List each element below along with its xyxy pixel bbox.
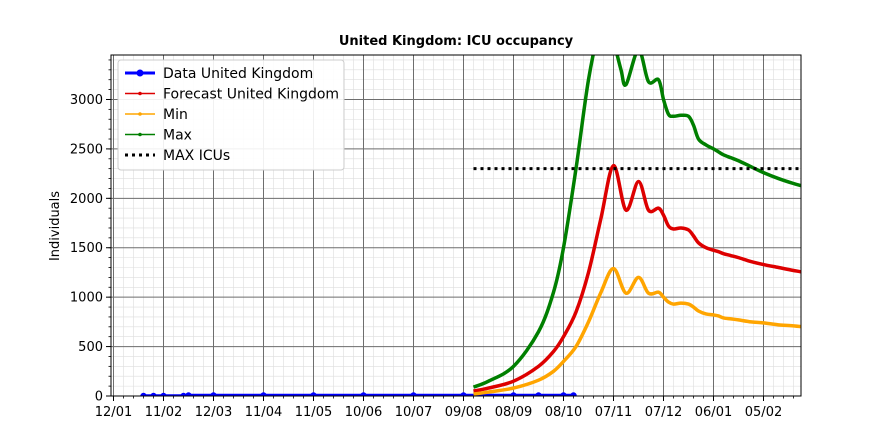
series-0-point bbox=[140, 392, 147, 396]
legend-entry-1-marker bbox=[138, 91, 142, 96]
x-tick-label: 09/08 bbox=[445, 405, 482, 420]
x-tick-label: 08/09 bbox=[495, 405, 532, 420]
y-tick-label: 1000 bbox=[70, 291, 103, 306]
x-tick-label: 11/05 bbox=[295, 405, 332, 420]
series-layer bbox=[140, 55, 801, 396]
y-axis-label: Individuals bbox=[48, 191, 63, 261]
y-tick-label: 2000 bbox=[70, 192, 103, 207]
series-1-line bbox=[473, 163, 801, 393]
series-0-point bbox=[185, 392, 192, 396]
y-tick-label: 0 bbox=[95, 390, 103, 405]
x-tick-label: 12/03 bbox=[195, 405, 232, 420]
series-0-point bbox=[310, 392, 317, 396]
x-tick-label: 05/02 bbox=[745, 405, 782, 420]
series-0-point bbox=[510, 392, 517, 396]
legend: Data United Kingdom Forecast United Kingd… bbox=[117, 59, 345, 171]
legend-entry-1-label: Forecast United Kingdom bbox=[163, 87, 339, 103]
legend-entry-4-label: MAX ICUs bbox=[163, 148, 230, 164]
series-0-point bbox=[410, 392, 417, 396]
x-tick-label: 10/06 bbox=[345, 405, 382, 420]
series-0-point bbox=[150, 392, 157, 396]
legend-entry-2-marker bbox=[138, 112, 142, 116]
x-tick-label: 11/02 bbox=[145, 405, 182, 420]
legend-entry-0-label: Data United Kingdom bbox=[163, 66, 313, 82]
series-3-line bbox=[472, 55, 801, 389]
series-0-point bbox=[560, 392, 567, 396]
plot-area-frame bbox=[110, 54, 802, 397]
y-tick-label: 500 bbox=[78, 340, 103, 355]
chart-title: United Kingdom: ICU occupancy bbox=[339, 34, 574, 49]
series-0-point bbox=[180, 392, 187, 396]
x-tick-label: 07/12 bbox=[645, 405, 682, 420]
series-0-point bbox=[360, 392, 367, 396]
legend-entry-3-marker bbox=[138, 132, 142, 137]
x-tick-label: 07/11 bbox=[595, 405, 632, 420]
y-tick-label: 1500 bbox=[70, 241, 103, 256]
y-axis: 0 500 1000 1500 2000 2500 3000 bbox=[70, 59, 111, 405]
series-2-line bbox=[473, 266, 801, 396]
legend-entry-2-label: Min bbox=[163, 107, 188, 123]
series-0-point bbox=[535, 392, 542, 396]
legend-entry-3-label: Max bbox=[163, 128, 192, 144]
series-0-point bbox=[260, 392, 267, 396]
x-tick-label: 10/07 bbox=[395, 405, 432, 420]
legend-box bbox=[117, 59, 345, 171]
x-tick-label: 08/10 bbox=[545, 405, 582, 420]
x-axis: 12/01 11/02 12/03 11/04 11/05 10/06 10/07 09/08… bbox=[95, 396, 794, 420]
series-0-point bbox=[160, 392, 167, 396]
x-tick-label: 06/01 bbox=[695, 405, 732, 420]
series-0-point bbox=[210, 392, 217, 396]
series-0-point bbox=[460, 392, 467, 396]
legend-entry-0-marker bbox=[136, 69, 144, 77]
x-tick-label: 11/04 bbox=[245, 405, 282, 420]
y-tick-label: 3000 bbox=[70, 93, 103, 108]
x-tick-label: 12/01 bbox=[95, 405, 132, 420]
series-0-point bbox=[570, 392, 577, 396]
y-tick-label: 2500 bbox=[70, 142, 103, 157]
